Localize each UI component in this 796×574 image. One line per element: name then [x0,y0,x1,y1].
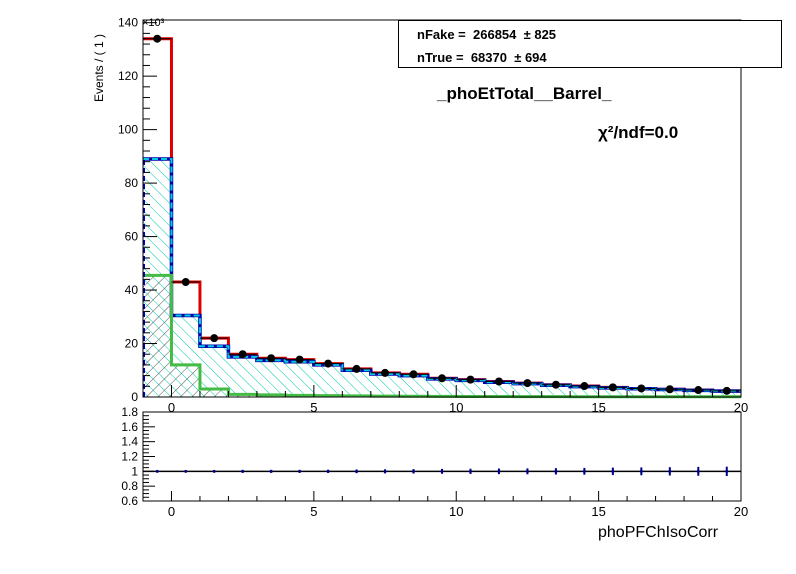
data-point [153,34,162,43]
data-point [324,359,333,368]
ratio-point [440,469,444,473]
legend: nFake = 266854 ± 825 nTrue = 68370 ± 694 [398,20,782,68]
data-point [181,278,190,287]
ratio-point [497,469,501,473]
data-point [352,364,361,373]
data-point [494,377,503,386]
data-point [238,350,247,359]
y-tick-label: 140 [118,16,138,30]
y-tick-label: 0 [131,390,138,404]
ratio-point [412,469,416,473]
ratio-point [582,469,586,473]
ratio-point [468,469,472,473]
ratio-y-tick-label: 1.6 [121,420,138,434]
ratio-point [611,469,615,473]
ratio-point [269,469,273,473]
ratio-x-tick-label: 15 [591,504,605,519]
ratio-x-tick-label: 5 [310,504,317,519]
ratio-point [155,469,159,473]
y-tick-label: 80 [125,176,139,190]
data-point [438,374,446,383]
ratio-point [298,469,302,473]
x-tick-label: 15 [591,400,605,415]
data-point [694,386,703,395]
data-point [551,380,560,389]
y-tick-label: 40 [125,283,139,297]
legend-ntrue: nTrue = 68370 ± 694 [417,50,547,65]
data-point [637,384,646,393]
chi2-label: χ²/ndf=0.0 [598,123,679,142]
main-frame [142,19,742,398]
ratio-y-tick-label: 0.8 [121,479,138,493]
data-point [409,370,418,379]
x-tick-label: 5 [310,400,317,415]
ratio-point [639,469,643,473]
ratio-point [383,469,387,473]
ratio-point [725,469,729,473]
ratio-y-tick-label: 0.6 [121,494,138,508]
ratio-point [355,469,359,473]
ratio-point [184,469,188,473]
data-point [466,375,475,384]
ratio-point [554,469,558,473]
ratio-point [212,469,216,473]
data-point [665,385,674,394]
data-point [580,382,589,391]
x-tick-label: 0 [168,400,175,415]
main-plot: 0 20 40 60 80 100 120 140 0 5 10 15 20 [118,16,748,415]
data-point [295,355,304,364]
y-tick-label: 60 [125,230,139,244]
ratio-x-tick-label: 0 [168,504,175,519]
ratio-y-tick-label: 1 [131,464,138,478]
ratio-plot: 0.60.811.21.41.61.8 0 5 10 15 20 [121,405,748,519]
ratio-frame [142,411,742,502]
data-point [722,386,731,395]
ratio-y-tick-label: 1.2 [121,450,138,464]
y-tick-label: 120 [118,69,138,83]
data-point [523,379,532,388]
ratio-y-tick-label: 1.4 [121,435,138,449]
y-exponent-label: ×10³ [142,17,165,29]
fake-template-outline [143,157,741,393]
ratio-y-tick-label: 1.8 [121,405,138,419]
data-point [267,354,276,363]
y-tick-label: 20 [125,337,139,351]
legend-nfake: nFake = 266854 ± 825 [417,27,557,42]
data-point [608,383,617,392]
x-axis-label: phoPFChIsoCorr [598,524,719,541]
data-point [210,334,219,343]
y-axis-label: Events / ( 1 ) [92,33,106,102]
ratio-point [668,469,672,473]
ratio-point [241,469,245,473]
x-tick-label: 10 [449,400,463,415]
ratio-x-tick-label: 20 [734,504,748,519]
x-tick-label: 20 [734,400,748,415]
ratio-x-tick-label: 10 [449,504,463,519]
ratio-point [525,469,529,473]
fake-template-fill [143,159,741,397]
ratio-point [696,469,700,473]
y-tick-label: 100 [118,123,138,137]
data-point [381,368,390,377]
ratio-point [326,469,330,473]
plot-title: _phoEtTotal__Barrel_ [437,84,612,103]
